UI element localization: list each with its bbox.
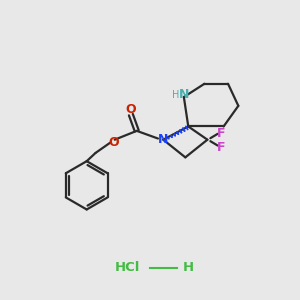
Text: N: N [179,88,189,101]
Text: HCl: HCl [115,261,141,274]
Text: F: F [216,141,225,154]
Text: F: F [216,127,225,140]
Text: N: N [158,133,168,146]
Text: H: H [183,261,194,274]
Text: O: O [108,136,119,148]
Text: O: O [125,103,136,116]
Text: H: H [172,90,179,100]
